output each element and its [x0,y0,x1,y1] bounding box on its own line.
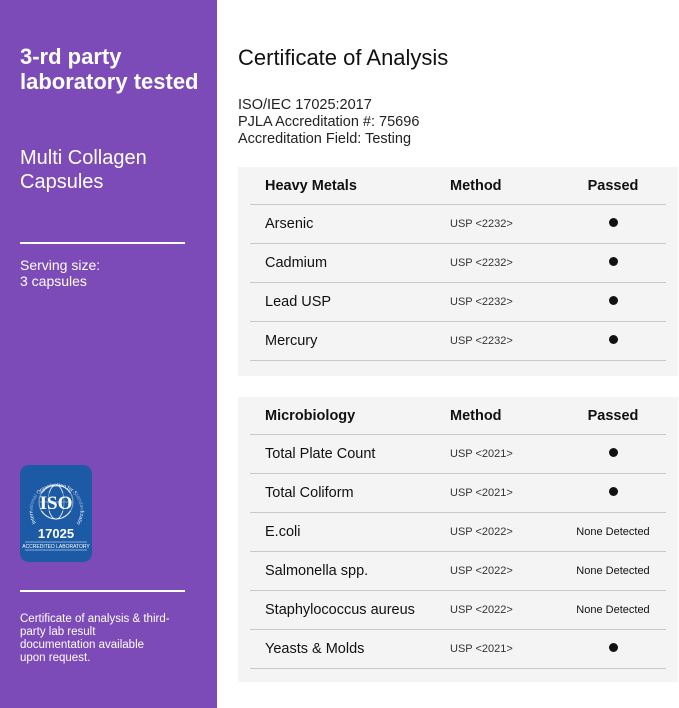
svg-text:17025: 17025 [38,526,74,541]
table-row: Staphylococcus aureus USP <2022> None Dete… [250,591,666,630]
table-header: Heavy Metals Method Passed [250,167,666,205]
serving-size: Serving size: 3 capsules [20,257,100,289]
column-header: Heavy Metals [265,177,357,194]
passed-cell: None Detected [576,604,650,616]
passed-cell [560,643,666,655]
passed-dot-icon [608,335,618,344]
accreditation-line: ISO/IEC 17025:2017 [238,97,372,113]
table-row: Arsenic USP <2232> [250,205,666,244]
passed-dot-icon [608,257,618,266]
footnote: Certificate of analysis & third-party la… [20,613,170,664]
divider [20,242,185,244]
column-header: Microbiology [265,407,356,424]
left-panel: 3-rd party laboratory tested Multi Colla… [0,0,217,708]
page-title: Certificate of Analysis [238,45,449,70]
table-row: Cadmium USP <2232> [250,244,666,283]
iso-17025-badge-logo: International Organization for Standardi… [20,465,92,562]
test-name: Salmonella spp. [265,563,369,579]
table-row: Salmonella spp. USP <2022> None Detected [250,552,666,591]
accreditation-info: ISO/IEC 17025:2017 PJLA Accreditation #:… [238,97,419,148]
passed-cell [560,335,666,347]
table-row: E.coli USP <2022> None Detected [250,513,666,552]
accreditation-line: Accreditation Field: Testing [238,131,412,147]
method: USP <2021> [450,448,513,460]
serving-label: Serving size: [20,257,101,273]
column-header: Method [450,407,502,424]
test-name: Staphylococcus aureus [265,602,415,618]
passed-dot-icon [608,643,618,652]
method: USP <2022> [450,565,513,577]
heavy-metals-table: Heavy Metals Method Passed Arsenic USP <2232… [238,167,678,376]
test-name: Cadmium [265,255,328,271]
passed-cell: None Detected [576,526,650,538]
table-row: Yeasts & Molds USP <2021> [250,630,666,669]
product-name: Multi Collagen Capsules [20,147,147,193]
method: USP <2232> [450,257,513,269]
table-row: Total Plate Count USP <2021> [250,435,666,474]
test-name: Yeasts & Molds [265,641,365,657]
serving-value: 3 capsules [20,273,87,289]
column-header: Passed [587,177,639,194]
passed-cell [560,448,666,460]
method: USP <2232> [450,218,513,230]
divider [20,590,185,592]
column-header: Method [450,177,502,194]
passed-cell [560,487,666,499]
method: USP <2022> [450,604,513,616]
panel-title: 3-rd party laboratory tested [20,44,199,94]
accreditation-line: PJLA Accreditation #: 75696 [238,114,420,130]
microbiology-table: Microbiology Method Passed Total Plate Coun… [238,397,678,682]
method: USP <2021> [450,487,513,499]
passed-dot-icon [608,487,618,496]
method: USP <2232> [450,335,513,347]
test-name: Total Coliform [265,485,354,501]
test-name: Total Plate Count [265,446,376,462]
table-row: Lead USP USP <2232> [250,283,666,322]
test-name: Arsenic [265,216,314,232]
passed-dot-icon [608,448,618,457]
column-header: Passed [587,407,639,424]
passed-dot-icon [608,218,618,227]
passed-cell: None Detected [576,565,650,577]
test-name: Mercury [265,333,318,349]
passed-cell [560,218,666,230]
svg-text:ACCREDITED LABORATORY: ACCREDITED LABORATORY [22,544,90,550]
passed-cell [560,296,666,308]
svg-text:ISO: ISO [40,493,73,514]
table-row: Mercury USP <2232> [250,322,666,361]
table-header: Microbiology Method Passed [250,397,666,435]
method: USP <2021> [450,643,513,655]
passed-cell [560,257,666,269]
table-row: Total Coliform USP <2021> [250,474,666,513]
test-name: E.coli [265,524,301,540]
passed-dot-icon [608,296,618,305]
test-name: Lead USP [265,294,332,310]
method: USP <2022> [450,526,513,538]
method: USP <2232> [450,296,513,308]
